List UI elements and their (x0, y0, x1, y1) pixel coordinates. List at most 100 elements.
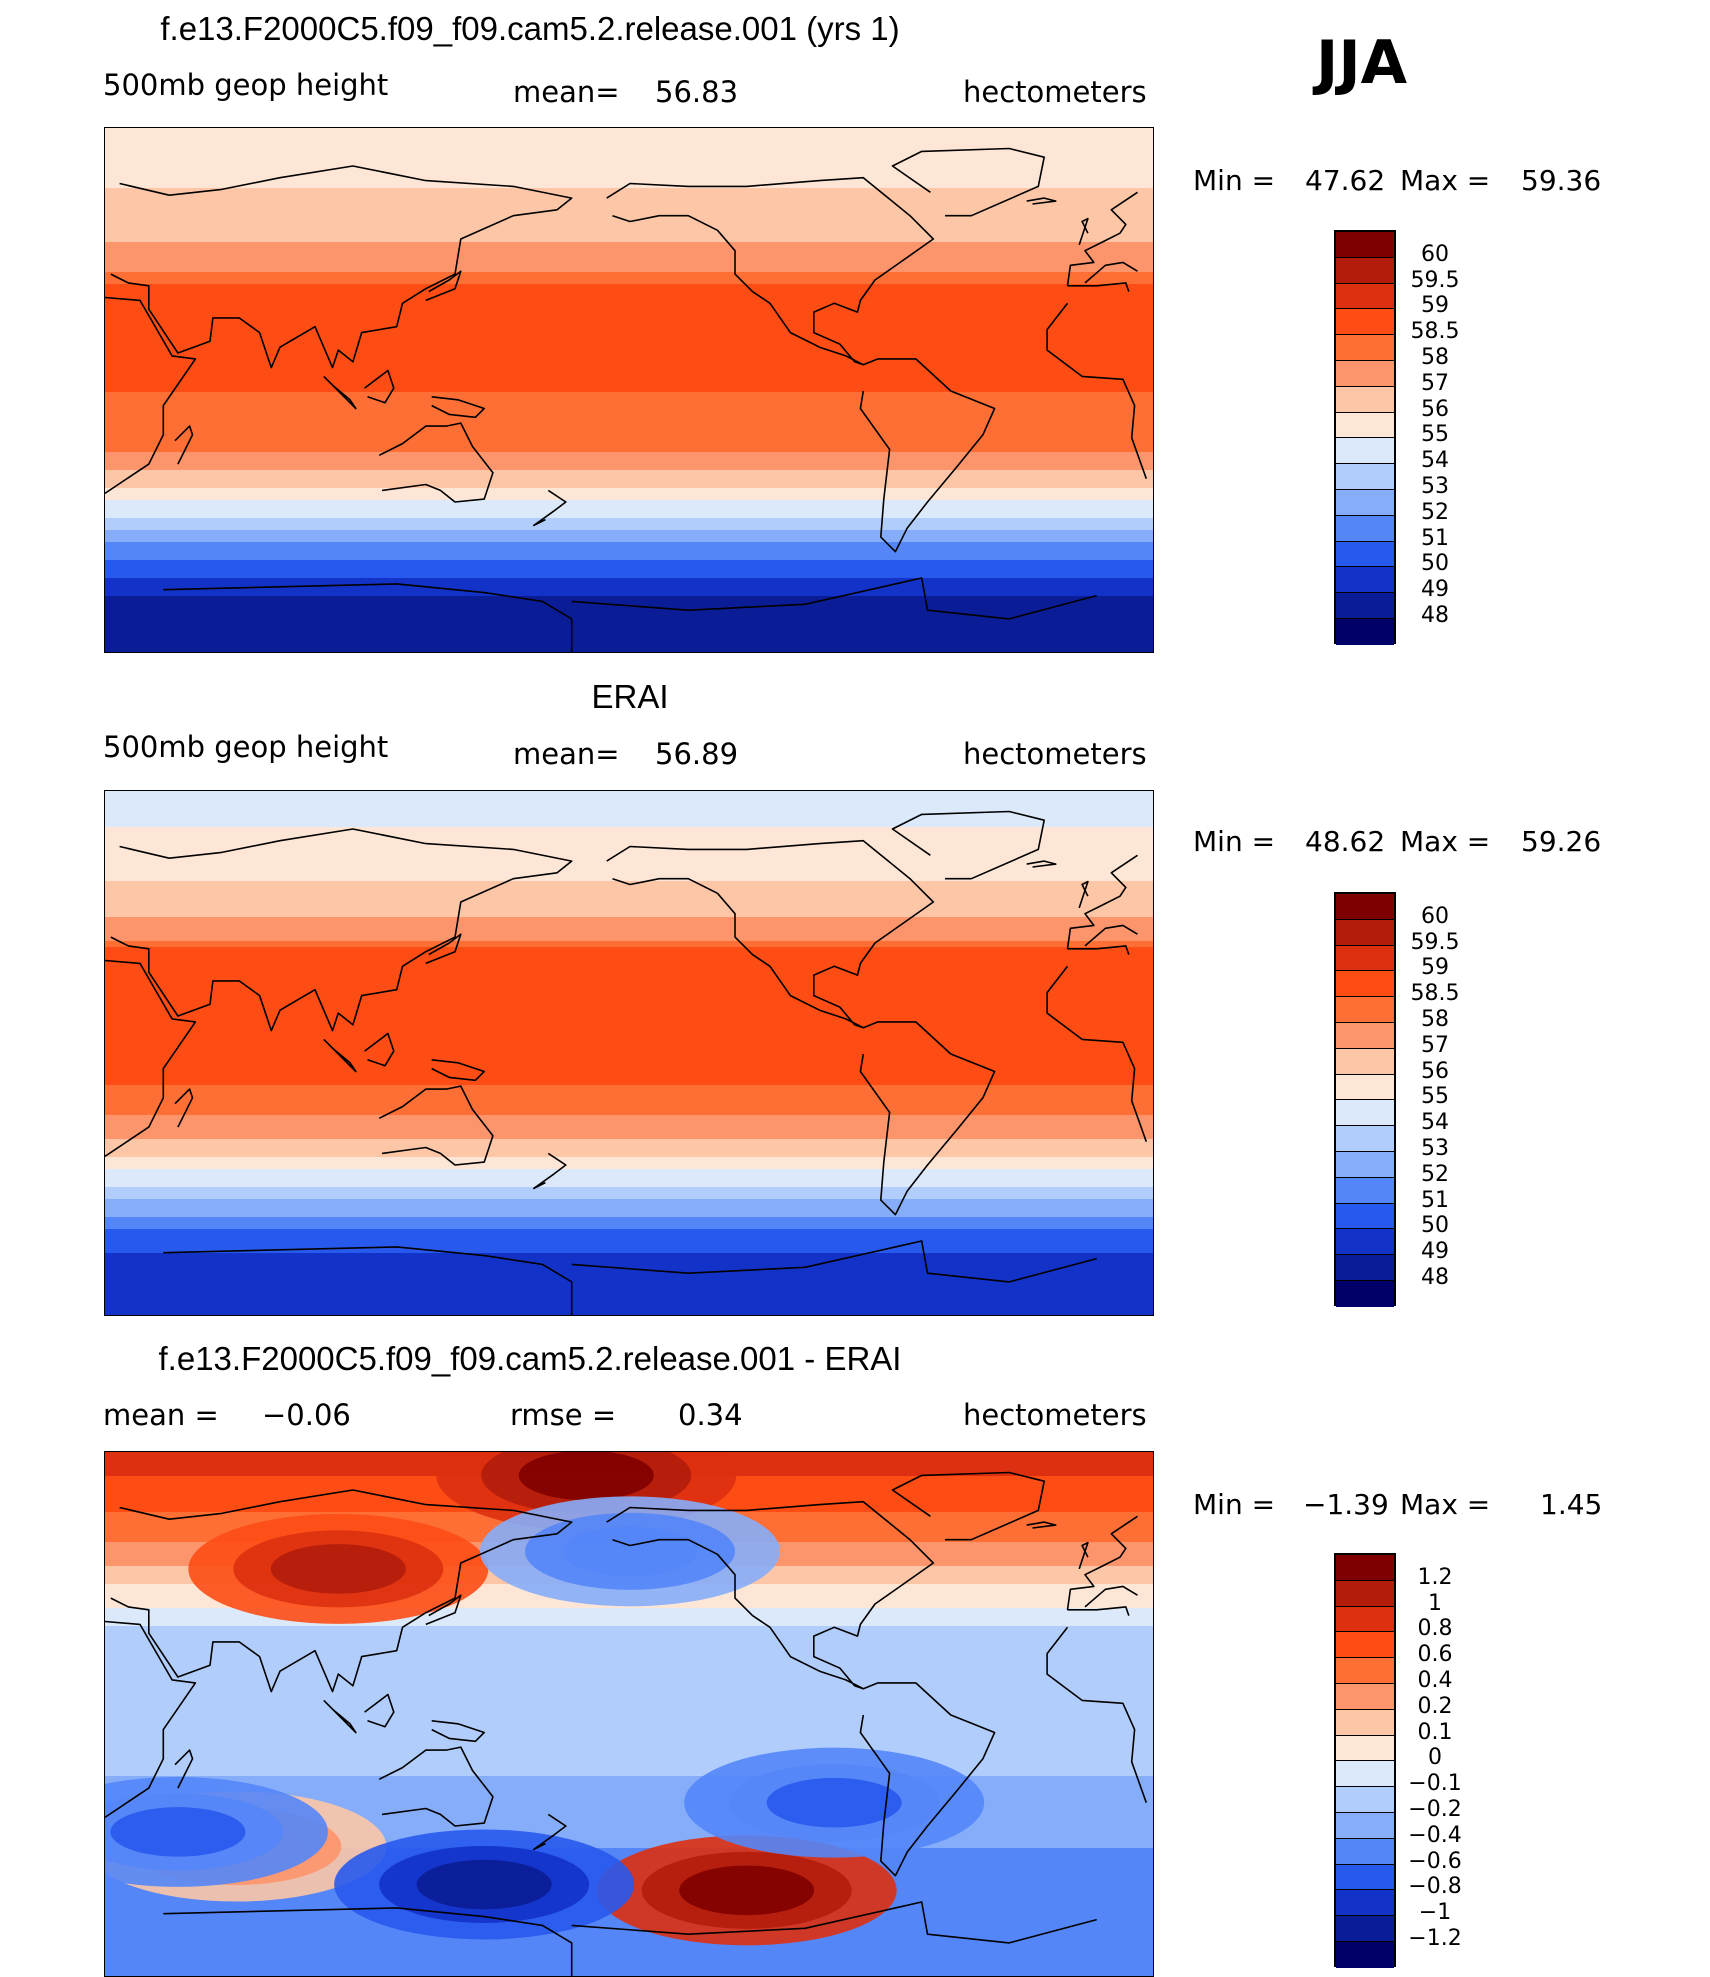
contour-band (105, 1019, 1153, 1026)
contour-band (105, 1277, 1153, 1284)
contour-band (105, 524, 1153, 531)
contour-band (105, 1247, 1153, 1254)
colorbar-cell (1336, 1280, 1394, 1307)
contour-band (105, 893, 1153, 900)
colorbar-tick-label: 58.5 (1410, 981, 1460, 1007)
colorbar-tick-label: 58.5 (1410, 319, 1460, 345)
coastline (1066, 1515, 1138, 1610)
contour-band (105, 392, 1153, 399)
contour-band (105, 851, 1153, 858)
contour-band (105, 326, 1153, 333)
contour-band (105, 803, 1153, 810)
panel1-min-value: 47.62 (1305, 164, 1386, 197)
contour-band (105, 230, 1153, 237)
contour-band (105, 1013, 1153, 1020)
contour-band (105, 500, 1153, 507)
coastline (425, 933, 462, 965)
contour-band (105, 398, 1153, 405)
panel1-max-label: Max = (1400, 164, 1491, 197)
anomaly-blob (679, 1865, 815, 1916)
contour-band (105, 608, 1153, 615)
colorbar-tick-label: −0.1 (1408, 1771, 1462, 1797)
colorbar-tick-label: 54 (1421, 448, 1449, 474)
contour-band (105, 917, 1153, 924)
panel3-max-label: Max = (1400, 1488, 1491, 1521)
contour-band (105, 632, 1153, 639)
contour-band (105, 1746, 1153, 1753)
contour-band (105, 1157, 1153, 1164)
contour-band (105, 1680, 1153, 1687)
contour-band (105, 170, 1153, 177)
coastline (859, 1682, 996, 1877)
contour-band (105, 560, 1153, 567)
coastline (364, 1693, 395, 1728)
colorbar-tick-label: 51 (1421, 1187, 1449, 1213)
contour-band (105, 506, 1153, 513)
contour-band (105, 584, 1153, 591)
contour-band (105, 362, 1153, 369)
contour-band (105, 1842, 1153, 1849)
coastline (364, 369, 395, 404)
contour-band (105, 620, 1153, 627)
coastline (323, 375, 357, 410)
panel3-rmse-value: 0.34 (678, 1398, 743, 1432)
contour-band (105, 200, 1153, 207)
colorbar-cell (1336, 1941, 1394, 1968)
contour-band (105, 146, 1153, 153)
colorbar-cell (1336, 1229, 1394, 1256)
coastline (110, 1489, 573, 1693)
coastline (532, 1152, 567, 1190)
contour-band (105, 590, 1153, 597)
contour-band (105, 176, 1153, 183)
colorbar-tick-label: 49 (1421, 577, 1449, 603)
coastline (110, 165, 573, 369)
panel2-units: hectometers (963, 737, 1147, 771)
contour-band (105, 260, 1153, 267)
coastline (571, 1901, 1097, 1944)
contour-band (105, 320, 1153, 327)
colorbar-tick-label: 59 (1421, 293, 1449, 319)
colorbar-tick-label: 48 (1421, 1265, 1449, 1290)
contour-band (105, 374, 1153, 381)
colorbar-tick-label: 50 (1421, 551, 1449, 577)
contour-band (105, 1043, 1153, 1050)
coastline (1067, 945, 1130, 955)
coastline (323, 1699, 357, 1734)
contour-band (105, 350, 1153, 357)
colorbar-cell (1336, 309, 1394, 336)
contour-band (105, 278, 1153, 285)
panel3-max-value: 1.45 (1540, 1488, 1603, 1521)
contour-band (105, 1740, 1153, 1747)
contour-band (105, 1818, 1153, 1825)
contour-band (105, 1968, 1153, 1975)
contour-band (105, 422, 1153, 429)
colorbar-tick-label: 56 (1421, 1058, 1449, 1084)
contour-band (105, 977, 1153, 984)
colorbar-cell (1336, 1100, 1394, 1127)
contour-band (105, 959, 1153, 966)
contour-band (105, 1193, 1153, 1200)
contour-band (105, 308, 1153, 315)
contour-band (105, 1271, 1153, 1278)
panel1-colorbar (1334, 230, 1396, 645)
panel3-min-label: Min = (1193, 1488, 1276, 1521)
contour-band (105, 452, 1153, 459)
colorbar-tick-label: 49 (1421, 1239, 1449, 1265)
colorbar-cell (1336, 283, 1394, 310)
contour-band (105, 1788, 1153, 1795)
panel1-mean-value: 56.83 (655, 75, 739, 109)
colorbar-tick-label: 57 (1421, 1032, 1449, 1058)
contour-band (105, 995, 1153, 1002)
contour-band (105, 164, 1153, 171)
contour-band (105, 332, 1153, 339)
coastline (532, 1813, 567, 1851)
contour-band (105, 983, 1153, 990)
panel1-variable: 500mb geop height (103, 68, 389, 102)
contour-band (105, 935, 1153, 942)
coastline (859, 1021, 996, 1216)
contour-band (105, 536, 1153, 543)
contour-band (105, 929, 1153, 936)
colorbar-tick-label: 55 (1421, 422, 1449, 448)
contour-band (105, 314, 1153, 321)
contour-band (105, 1950, 1153, 1957)
